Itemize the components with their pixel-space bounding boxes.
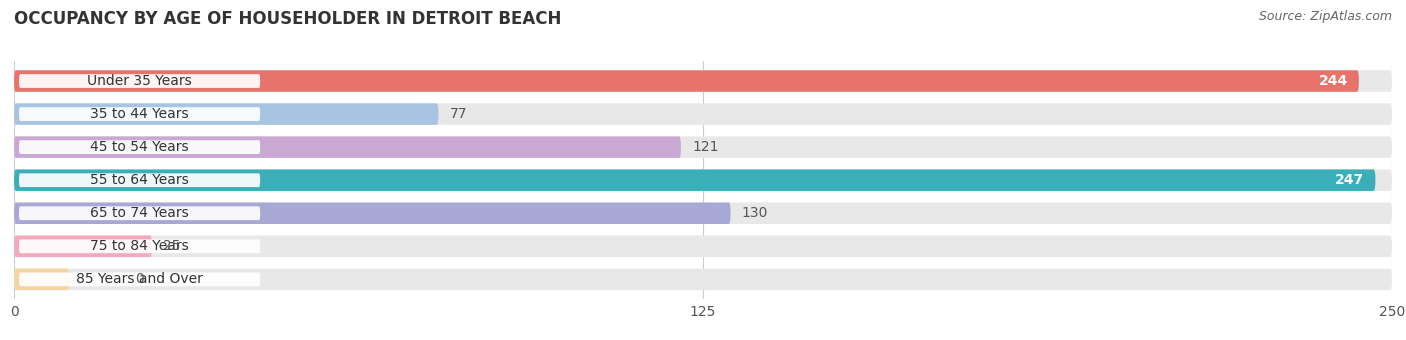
FancyBboxPatch shape (14, 136, 681, 158)
Text: Under 35 Years: Under 35 Years (87, 74, 193, 88)
Text: 45 to 54 Years: 45 to 54 Years (90, 140, 188, 154)
Text: 0: 0 (135, 272, 143, 286)
FancyBboxPatch shape (14, 169, 1375, 191)
FancyBboxPatch shape (20, 107, 260, 121)
FancyBboxPatch shape (20, 239, 260, 253)
Text: 77: 77 (450, 107, 467, 121)
FancyBboxPatch shape (14, 203, 731, 224)
FancyBboxPatch shape (14, 203, 1392, 224)
FancyBboxPatch shape (14, 103, 1392, 125)
Text: 121: 121 (692, 140, 718, 154)
Text: 25: 25 (163, 239, 180, 253)
Text: Source: ZipAtlas.com: Source: ZipAtlas.com (1258, 10, 1392, 23)
Text: 244: 244 (1319, 74, 1348, 88)
FancyBboxPatch shape (14, 136, 1392, 158)
Text: 65 to 74 Years: 65 to 74 Years (90, 206, 188, 220)
Text: 130: 130 (741, 206, 768, 220)
FancyBboxPatch shape (14, 269, 1392, 290)
Text: 75 to 84 Years: 75 to 84 Years (90, 239, 188, 253)
Text: 85 Years and Over: 85 Years and Over (76, 272, 202, 286)
FancyBboxPatch shape (20, 74, 260, 88)
FancyBboxPatch shape (14, 70, 1392, 92)
FancyBboxPatch shape (14, 70, 1358, 92)
FancyBboxPatch shape (14, 169, 1392, 191)
Text: 35 to 44 Years: 35 to 44 Years (90, 107, 188, 121)
FancyBboxPatch shape (20, 140, 260, 154)
FancyBboxPatch shape (14, 103, 439, 125)
FancyBboxPatch shape (20, 173, 260, 187)
FancyBboxPatch shape (20, 272, 260, 286)
Text: OCCUPANCY BY AGE OF HOUSEHOLDER IN DETROIT BEACH: OCCUPANCY BY AGE OF HOUSEHOLDER IN DETRO… (14, 10, 561, 28)
FancyBboxPatch shape (14, 269, 69, 290)
FancyBboxPatch shape (14, 236, 152, 257)
Text: 247: 247 (1336, 173, 1364, 187)
FancyBboxPatch shape (20, 206, 260, 220)
Text: 55 to 64 Years: 55 to 64 Years (90, 173, 188, 187)
FancyBboxPatch shape (14, 236, 1392, 257)
